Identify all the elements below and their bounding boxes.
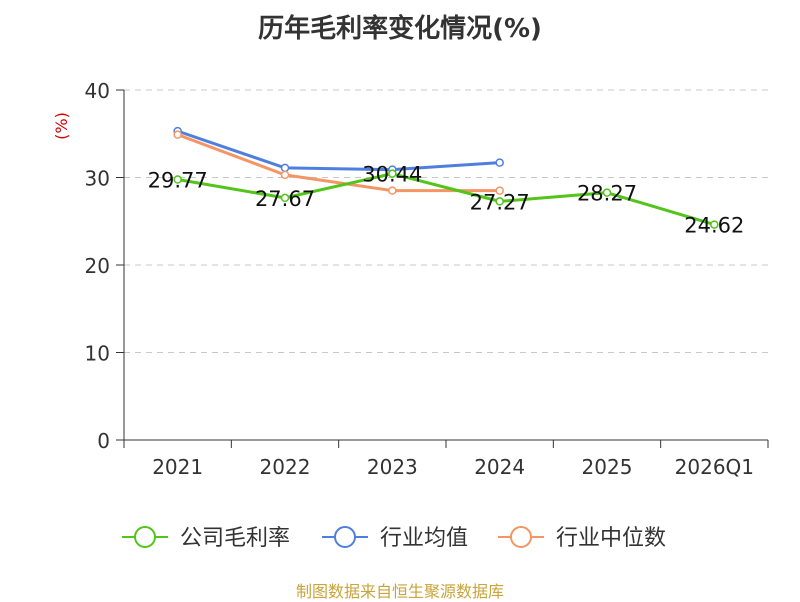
data-point [710, 220, 719, 229]
data-label: 29.77 [148, 169, 208, 193]
series-line [177, 129, 500, 172]
data-point [280, 193, 290, 203]
legend-label: 公司毛利率 [180, 526, 290, 551]
data-label: 27.67 [255, 187, 315, 211]
legend-marker [334, 526, 356, 548]
y-tick-label: 20 [85, 254, 110, 278]
data-point [495, 186, 504, 195]
grid-layer [124, 89, 768, 353]
legend-label: 行业均值 [380, 526, 468, 551]
x-tick-label: 2026Q1 [675, 455, 754, 479]
x-tick-label: 2025 [582, 455, 633, 479]
data-point [602, 188, 612, 197]
y-tick-label: 30 [85, 167, 110, 191]
x-tick-label: 2022 [260, 455, 311, 479]
data-point [495, 197, 504, 206]
legend-marker [510, 526, 532, 548]
axis-layer: 0 10 20 30 40 (%) 2021 2022 2023 2024 2025 2026Q1 [52, 79, 769, 479]
legend: 公司毛利率 行业均值 行业中位数 [122, 526, 666, 551]
series-line [177, 133, 500, 193]
data-point [388, 186, 397, 195]
legend-label: 行业中位数 [556, 526, 666, 551]
y-tick-label: 0 [97, 429, 110, 453]
data-point [173, 130, 182, 139]
data-label: 28.27 [577, 182, 637, 206]
series-line [177, 172, 715, 227]
y-tick-label: 10 [85, 342, 110, 366]
data-source-note: 制图数据来自恒生聚源数据库 [295, 582, 504, 601]
data-point [280, 163, 290, 173]
chart-title: 历年毛利率变化情况(%) [258, 14, 542, 44]
data-point [173, 175, 182, 184]
x-tick-label: 2023 [367, 455, 418, 479]
data-label: 30.44 [362, 163, 422, 187]
x-tick-label: 2021 [152, 455, 203, 479]
data-point [280, 170, 290, 180]
series-layer [173, 126, 719, 229]
data-label: 24.62 [684, 214, 744, 238]
data-point [495, 158, 504, 167]
y-tick-label: 40 [85, 79, 110, 103]
legend-marker [134, 526, 156, 548]
data-label-layer: 29.77 27.67 30.44 27.27 28.27 24.62 [148, 163, 745, 238]
y-axis-title: (%) [52, 112, 71, 140]
data-label: 27.27 [470, 190, 530, 214]
data-point [388, 169, 397, 178]
x-tick-label: 2024 [474, 455, 525, 479]
